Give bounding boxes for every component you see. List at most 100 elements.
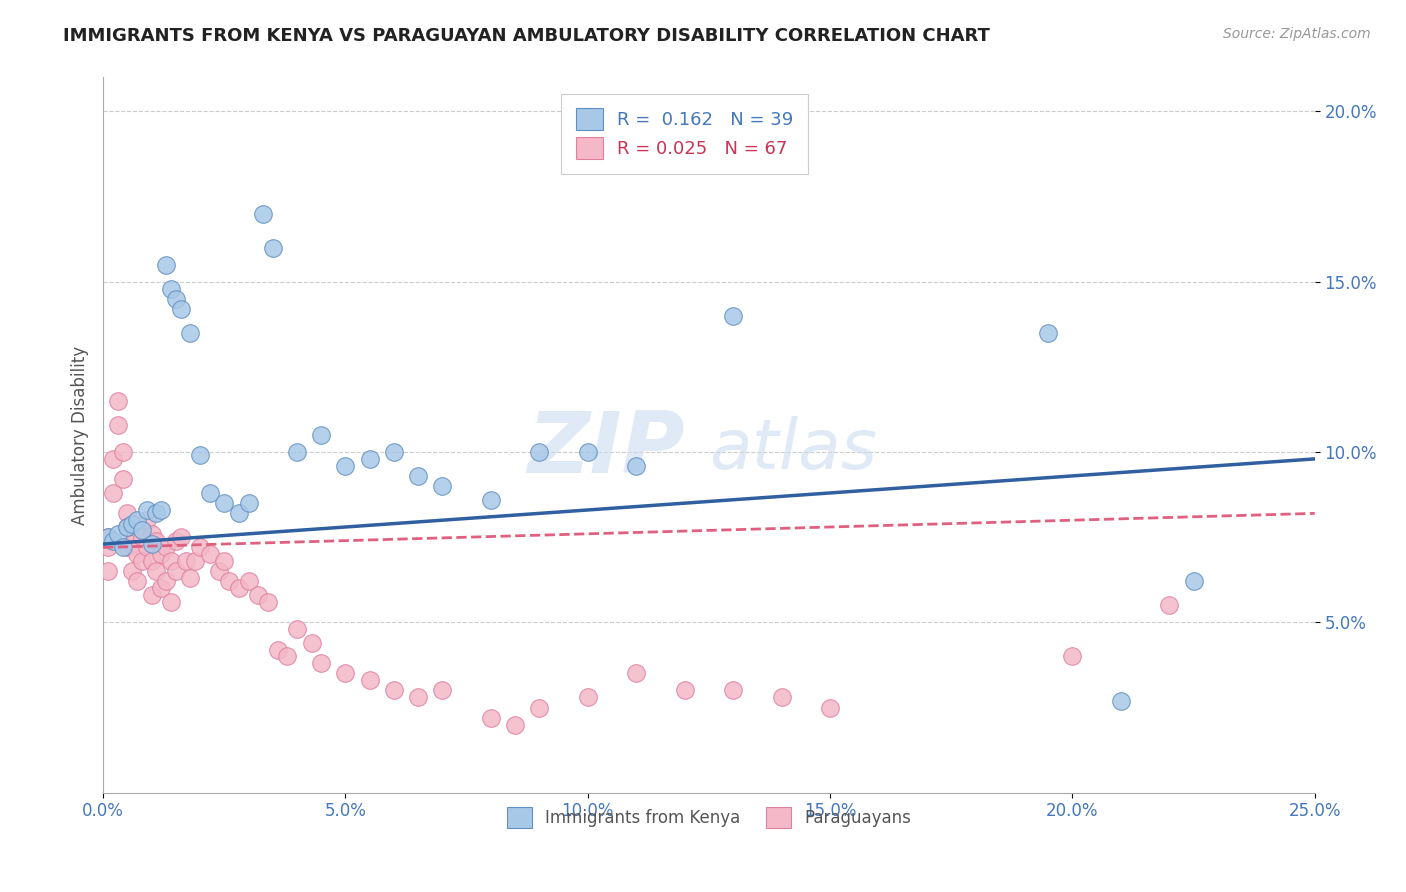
- Point: [179, 571, 201, 585]
- Point: [125, 513, 148, 527]
- Point: [165, 292, 187, 306]
- Point: [208, 564, 231, 578]
- Point: [169, 301, 191, 316]
- Point: [266, 642, 288, 657]
- Point: [529, 445, 551, 459]
- Point: [131, 530, 153, 544]
- Point: [301, 636, 323, 650]
- Point: [188, 449, 211, 463]
- Point: [160, 595, 183, 609]
- Point: [406, 690, 429, 705]
- Point: [214, 496, 236, 510]
- Point: [111, 445, 134, 459]
- Point: [135, 541, 157, 555]
- Point: [247, 588, 270, 602]
- Point: [198, 486, 221, 500]
- Point: [97, 530, 120, 544]
- Point: [150, 547, 173, 561]
- Point: [770, 690, 793, 705]
- Point: [721, 683, 744, 698]
- Point: [285, 445, 308, 459]
- Point: [503, 717, 526, 731]
- Point: [276, 649, 298, 664]
- Point: [529, 700, 551, 714]
- Point: [135, 503, 157, 517]
- Point: [117, 507, 139, 521]
- Point: [479, 492, 502, 507]
- Point: [131, 524, 153, 538]
- Point: [117, 541, 139, 555]
- Point: [576, 445, 599, 459]
- Point: [262, 241, 284, 255]
- Point: [406, 469, 429, 483]
- Point: [121, 537, 143, 551]
- Point: [111, 472, 134, 486]
- Point: [228, 582, 250, 596]
- Point: [309, 657, 332, 671]
- Point: [135, 513, 157, 527]
- Point: [101, 486, 124, 500]
- Point: [238, 496, 260, 510]
- Y-axis label: Ambulatory Disability: Ambulatory Disability: [72, 345, 89, 524]
- Text: IMMIGRANTS FROM KENYA VS PARAGUAYAN AMBULATORY DISABILITY CORRELATION CHART: IMMIGRANTS FROM KENYA VS PARAGUAYAN AMBU…: [63, 27, 990, 45]
- Point: [155, 258, 177, 272]
- Point: [145, 564, 167, 578]
- Point: [125, 574, 148, 589]
- Point: [382, 683, 405, 698]
- Point: [145, 533, 167, 548]
- Point: [125, 547, 148, 561]
- Point: [285, 622, 308, 636]
- Point: [626, 458, 648, 473]
- Point: [1062, 649, 1084, 664]
- Point: [101, 533, 124, 548]
- Point: [97, 530, 120, 544]
- Point: [721, 309, 744, 323]
- Point: [165, 533, 187, 548]
- Point: [165, 564, 187, 578]
- Point: [818, 700, 841, 714]
- Point: [131, 554, 153, 568]
- Point: [257, 595, 280, 609]
- Point: [432, 479, 454, 493]
- Point: [1182, 574, 1205, 589]
- Point: [117, 520, 139, 534]
- Point: [117, 520, 139, 534]
- Point: [359, 451, 381, 466]
- Point: [107, 526, 129, 541]
- Point: [150, 503, 173, 517]
- Point: [174, 554, 197, 568]
- Point: [107, 417, 129, 432]
- Point: [1159, 599, 1181, 613]
- Point: [155, 574, 177, 589]
- Point: [121, 516, 143, 531]
- Point: [382, 445, 405, 459]
- Point: [218, 574, 240, 589]
- Point: [626, 666, 648, 681]
- Point: [309, 428, 332, 442]
- Point: [214, 554, 236, 568]
- Point: [1109, 694, 1132, 708]
- Point: [432, 683, 454, 698]
- Point: [97, 541, 120, 555]
- Point: [160, 282, 183, 296]
- Point: [335, 458, 357, 473]
- Point: [141, 526, 163, 541]
- Text: ZIP: ZIP: [527, 408, 685, 491]
- Point: [238, 574, 260, 589]
- Point: [184, 554, 207, 568]
- Point: [107, 394, 129, 409]
- Point: [169, 530, 191, 544]
- Point: [479, 711, 502, 725]
- Point: [198, 547, 221, 561]
- Point: [141, 554, 163, 568]
- Text: atlas: atlas: [709, 416, 877, 483]
- Point: [97, 564, 120, 578]
- Text: Source: ZipAtlas.com: Source: ZipAtlas.com: [1223, 27, 1371, 41]
- Point: [1036, 326, 1059, 340]
- Point: [673, 683, 696, 698]
- Point: [179, 326, 201, 340]
- Point: [188, 541, 211, 555]
- Legend: Immigrants from Kenya, Paraguayans: Immigrants from Kenya, Paraguayans: [501, 801, 918, 834]
- Point: [155, 541, 177, 555]
- Point: [101, 451, 124, 466]
